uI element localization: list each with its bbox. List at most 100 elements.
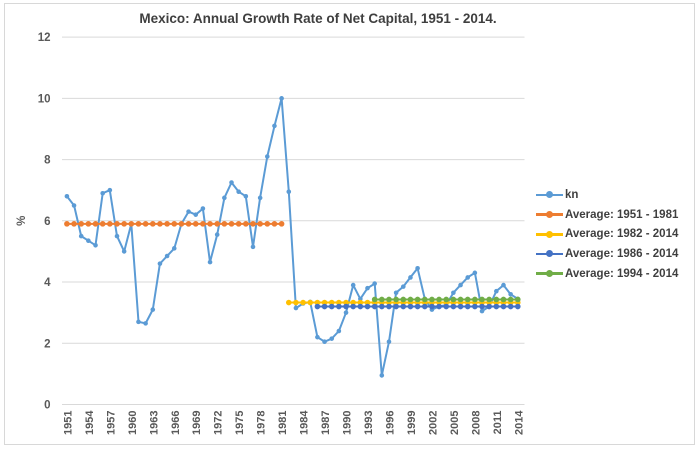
kn-marker-1974	[229, 180, 234, 185]
kn-marker-1978	[257, 195, 263, 201]
average-1986-2014-marker-1986	[314, 303, 321, 310]
average-1951-1981-marker-1965	[164, 221, 170, 227]
y-tick-label-0: 0	[44, 400, 50, 412]
x-tick-label-2008: 2008	[470, 411, 482, 435]
kn-marker-1995	[379, 373, 385, 378]
kn-marker-1953	[78, 233, 84, 239]
average-1951-1981-marker-1956	[99, 221, 106, 227]
x-tick-label-1993: 1993	[363, 411, 375, 435]
kn-marker-1979	[265, 154, 270, 159]
x-tick-label-1996: 1996	[384, 411, 396, 435]
average-1994-2014-marker-2014	[515, 296, 521, 303]
average-1986-2014-marker-2009	[479, 303, 485, 310]
legend-item-kn: kn	[536, 185, 678, 205]
average-1951-1981-marker-1957	[107, 221, 113, 227]
average-1951-1981-marker-1963	[149, 221, 156, 227]
average-1994-2014-marker-2006	[457, 296, 464, 303]
kn-legend-marker-icon	[536, 190, 563, 199]
x-tick-label-1972: 1972	[213, 411, 225, 435]
average-1951-1981-marker-1969	[192, 221, 199, 227]
kn-marker-1969	[193, 212, 199, 217]
average-1986-2014-marker-2006	[457, 303, 464, 310]
legend-label: Average: 1994 - 2014	[565, 267, 679, 280]
average-1982-2014-legend-marker-icon	[536, 230, 563, 239]
average-1951-1981-marker-1978	[257, 221, 263, 227]
average-1994-2014-marker-2012	[500, 296, 507, 303]
average-1986-2014-legend-marker-icon	[536, 249, 563, 258]
average-1986-2014-marker-2013	[507, 303, 514, 310]
average-1951-1981-marker-1955	[92, 221, 99, 227]
average-1982-2014-marker-1987	[321, 299, 328, 306]
kn-marker-1980	[272, 123, 277, 129]
kn-marker-1986	[315, 334, 320, 340]
legend-item-average-1994-2014: Average: 1994 - 2014	[536, 264, 678, 284]
kn-marker-1965	[164, 253, 170, 259]
average-1986-2014-marker-2008	[472, 303, 478, 310]
x-tick-label-1981: 1981	[277, 411, 289, 435]
average-1986-2014-marker-2012	[500, 303, 507, 310]
average-1982-2014-marker-1984	[300, 299, 306, 306]
average-1951-1981-marker-1976	[243, 221, 249, 227]
average-1951-1981-marker-1981	[278, 221, 285, 227]
legend-item-average-1982-2014: Average: 1982 - 2014	[536, 224, 678, 244]
kn-marker-1956	[100, 190, 105, 196]
y-tick-label-8: 8	[44, 155, 51, 167]
average-1986-2014-marker-2011	[493, 303, 500, 310]
average-1951-1981-marker-1973	[221, 221, 228, 227]
average-1986-2014-marker-2000	[414, 303, 421, 310]
kn-marker-1955	[93, 242, 98, 248]
kn-marker-2005	[451, 290, 456, 296]
average-1986-2014-marker-1993	[364, 303, 371, 310]
average-1986-2014-marker-1996	[386, 303, 392, 310]
legend: kn Average: 1951 - 1981 Average: 1982 - …	[536, 185, 678, 283]
y-tick-label-12: 12	[38, 32, 51, 44]
average-1986-2014-marker-1994	[371, 303, 378, 310]
series-group	[64, 96, 521, 378]
average-1994-2014-marker-2008	[472, 296, 478, 303]
y-tick-label-2: 2	[44, 338, 50, 350]
average-1986-2014-marker-2003	[436, 303, 442, 310]
legend-label: kn	[565, 188, 579, 201]
kn-marker-2008	[472, 270, 478, 276]
average-1951-1981-marker-1971	[207, 221, 213, 227]
average-1982-2014-marker-1986	[314, 299, 321, 306]
average-1986-2014-marker-1990	[343, 303, 349, 310]
x-tick-label-2011: 2011	[492, 411, 504, 435]
x-tick-label-1975: 1975	[234, 411, 246, 435]
kn-marker-1983	[293, 305, 299, 311]
kn-marker-2009	[479, 308, 485, 314]
x-tick-label-1951: 1951	[62, 411, 74, 435]
average-1986-2014-marker-2001	[421, 303, 428, 310]
kn-marker-1994	[372, 281, 377, 286]
average-1951-1981-marker-1953	[78, 221, 85, 227]
average-1994-2014-marker-2005	[450, 296, 457, 303]
average-1994-2014-marker-1999	[407, 296, 414, 303]
kn-marker-1970	[200, 206, 206, 211]
kn-marker-1951	[64, 194, 70, 199]
kn-marker-1982	[286, 189, 292, 195]
average-1982-2014-marker-1988	[328, 299, 335, 306]
x-tick-label-1963: 1963	[148, 411, 160, 435]
average-1986-2014-marker-1988	[328, 303, 335, 310]
y-tick-label-6: 6	[44, 216, 50, 228]
x-tick-label-1990: 1990	[342, 411, 354, 435]
kn-marker-1972	[214, 232, 220, 237]
average-1986-2014-marker-1995	[379, 303, 385, 310]
kn-marker-1988	[329, 336, 335, 341]
average-1982-2014-marker-1982	[285, 299, 292, 306]
average-1951-1981-marker-1967	[178, 221, 185, 227]
kn-marker-1999	[408, 275, 413, 280]
average-1951-1981-marker-1977	[250, 221, 256, 227]
kn-marker-1987	[322, 339, 327, 345]
average-1951-1981-marker-1972	[214, 221, 220, 227]
average-1994-2014-marker-1995	[379, 296, 385, 303]
kn-marker-1959	[121, 249, 127, 254]
x-tick-label-2014: 2014	[513, 410, 525, 435]
average-1994-2014-marker-2000	[414, 296, 421, 303]
average-1951-1981-marker-1959	[121, 221, 127, 227]
y-axis-label: %	[16, 216, 28, 226]
x-tick-label-2005: 2005	[449, 411, 461, 435]
kn-marker-1963	[150, 307, 156, 312]
